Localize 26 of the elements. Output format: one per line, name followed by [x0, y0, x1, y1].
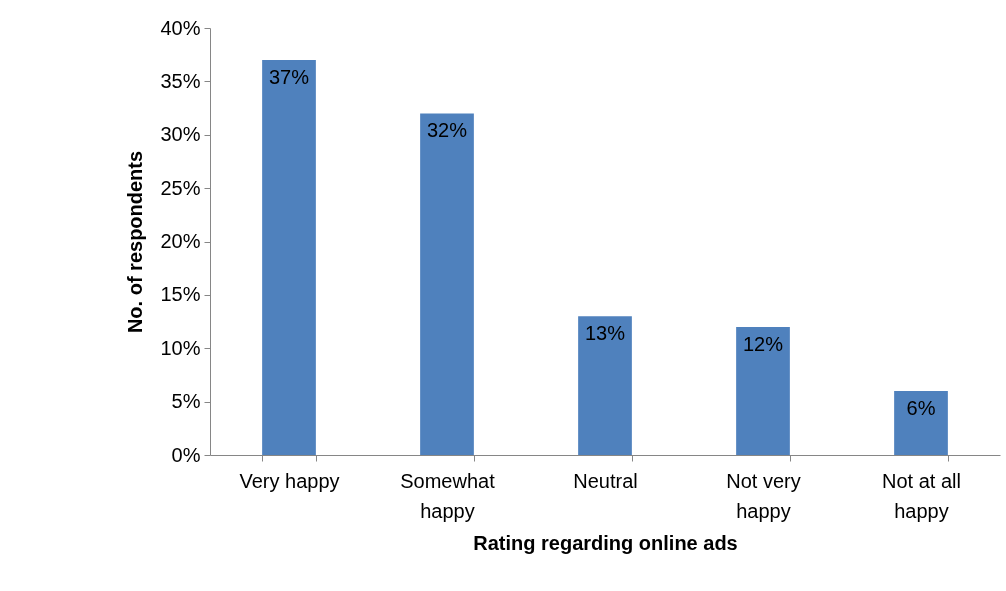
data-label: 12% [742, 332, 784, 355]
bar [420, 113, 474, 455]
bar [736, 326, 790, 455]
y-tick-label: 25% [160, 176, 201, 199]
y-axis-title: No. of respondents [124, 150, 147, 334]
data-label: 13% [584, 322, 626, 345]
y-tick-label: 30% [160, 123, 201, 146]
x-axis-title: Rating regarding online ads [473, 531, 738, 554]
y-tick-label: 20% [160, 230, 201, 252]
y-tick-label: 40% [160, 16, 201, 39]
y-tick-label: 5% [171, 390, 201, 413]
x-tick-label: Very happy [239, 469, 340, 492]
data-label: 32% [426, 119, 468, 142]
data-label: 37% [268, 66, 310, 89]
x-tick-label: Not very happy [726, 469, 801, 522]
y-tick-label: 0% [171, 443, 201, 466]
y-tick-label: 15% [160, 283, 201, 306]
bar [578, 316, 632, 455]
bar [262, 60, 316, 455]
y-tick-label: 10% [160, 336, 201, 359]
x-tick-label: Not at all happy [882, 469, 961, 522]
y-tick-label: 35% [160, 69, 201, 92]
x-tick-label: Somewhat happy [400, 469, 496, 522]
bar [894, 390, 948, 455]
data-label: 6% [906, 396, 936, 419]
x-tick-label: Neutral [573, 469, 638, 492]
